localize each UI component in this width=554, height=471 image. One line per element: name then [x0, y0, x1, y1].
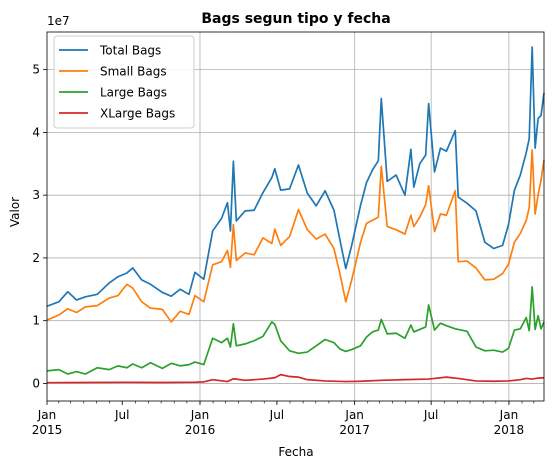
plot-frame — [46, 31, 545, 402]
chart-title: Bags segun tipo y fecha — [201, 11, 390, 27]
legend-label-xlarge-bags: XLarge Bags — [100, 107, 175, 121]
legend-label-large-bags: Large Bags — [100, 86, 167, 100]
legend: Total Bags Small Bags Large Bags XLarge Bag… — [53, 35, 195, 129]
x-tick-year-label: 2017 — [339, 423, 370, 437]
series-line-total-bags — [46, 46, 545, 308]
legend-box — [53, 35, 195, 129]
legend-label-total-bags: Total Bags — [99, 44, 161, 58]
x-tick-label: Jul — [114, 408, 129, 422]
y-offset-label: 1e7 — [47, 14, 70, 28]
x-tick-year-label: 2016 — [185, 423, 216, 437]
y-axis-label: Valor — [8, 197, 22, 227]
y-tick-label: 3 — [32, 188, 40, 202]
x-tick-label: Jul — [423, 408, 438, 422]
series-line-small-bags — [46, 149, 545, 323]
series-line-xlarge-bags — [46, 373, 545, 384]
grid-layer — [47, 32, 544, 401]
y-tick-label: 4 — [32, 125, 40, 139]
y-tick-label: 5 — [32, 63, 40, 77]
y-tick-label: 1 — [32, 314, 40, 328]
x-tick-label: Jul — [269, 408, 284, 422]
series-layer — [46, 46, 545, 384]
x-tick-year-label: 2018 — [494, 423, 525, 437]
y-tick-label: 2 — [32, 251, 40, 265]
x-tick-label: Jan — [344, 408, 364, 422]
series-line-large-bags — [46, 285, 545, 375]
x-tick-label: Jan — [37, 408, 57, 422]
legend-label-small-bags: Small Bags — [100, 65, 167, 79]
y-tick-label: 0 — [32, 376, 40, 390]
x-tick-year-label: 2015 — [32, 423, 63, 437]
x-axis-label: Fecha — [278, 445, 313, 459]
x-tick-label: Jan — [190, 408, 210, 422]
x-tick-label: Jan — [499, 408, 519, 422]
